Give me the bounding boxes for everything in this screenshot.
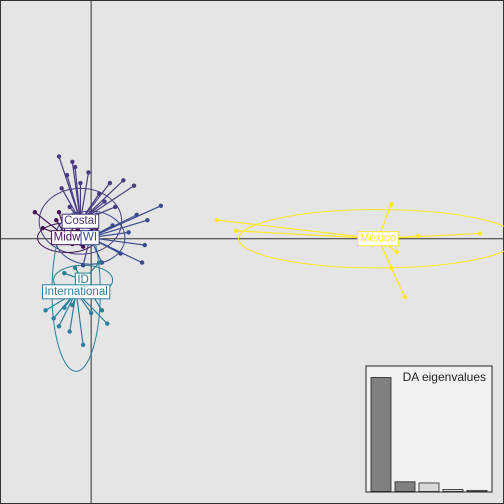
label-text-international: International [44,286,107,298]
point-mexico-1 [233,228,239,233]
label-text-mexico: Mexico [360,233,396,245]
point-wi-0 [158,203,164,209]
label-box-wi [80,230,100,246]
point-costal-11 [113,204,118,210]
point-id-2 [62,271,67,276]
point-international-0 [43,308,48,313]
eigenvalue-bar-4 [442,489,464,492]
point-midwest-7 [56,210,62,215]
point-id-1 [99,308,105,313]
point-wi-9 [110,223,115,228]
point-mexico-0 [214,217,220,223]
eigenvalue-bar-2 [394,481,416,492]
label-mexico: Mexico [357,231,399,247]
spoke-wi-1 [89,219,148,239]
point-wi-5 [80,263,86,268]
point-costal-1 [64,172,70,178]
point-international-5 [62,305,67,310]
eigenvalue-bar-5 [466,489,488,492]
spoke-costal-14 [71,161,82,222]
point-costal-14 [70,159,75,165]
point-international-1 [56,324,62,329]
point-costal-9 [96,191,102,196]
point-wi-8 [134,212,139,218]
point-wi-1 [145,217,150,223]
eigenvalue-inset: DA eigenvalues [365,365,493,493]
point-costal-5 [121,178,126,183]
point-id-3 [96,260,102,265]
spoke-mexico-1 [235,230,379,240]
point-international-4 [105,321,110,326]
eigenvalue-bar-3 [418,482,440,492]
label-costal: Costal [61,213,100,229]
label-text-costal: Costal [64,215,97,227]
point-wi-7 [126,230,131,235]
point-international-7 [51,316,56,321]
label-international: International [41,284,111,300]
spoke-costal-8 [79,172,90,222]
point-costal-7 [102,199,107,204]
spoke-international-3 [75,291,84,345]
point-mexico-2 [389,202,394,207]
point-mexico-3 [394,249,399,255]
inset-title: DA eigenvalues [403,370,486,384]
eigenvalue-bar-1 [370,377,392,492]
label-text-id: ID [77,274,89,286]
spoke-mexico-0 [217,219,379,240]
point-mexico-6 [477,231,483,236]
point-international-3 [80,342,86,348]
point-costal-3 [59,186,64,191]
point-midwest-4 [80,244,86,249]
point-id-0 [70,302,75,308]
point-costal-12 [67,204,72,210]
point-costal-0 [56,154,62,159]
point-wi-4 [118,251,123,256]
point-mexico-5 [402,294,408,300]
point-costal-2 [72,164,78,170]
point-id-5 [72,265,78,271]
label-text-wi: WI [83,232,97,244]
label-box-international [41,284,111,300]
point-international-6 [88,310,94,316]
point-wi-2 [142,242,147,248]
ellipse-mexico [238,209,504,269]
point-midwest-0 [32,210,38,215]
point-international-2 [67,329,72,334]
label-wi: WI [80,230,100,246]
point-costal-6 [131,183,137,188]
point-mexico-4 [389,265,394,271]
point-mexico-7 [416,233,421,239]
label-box-mexico [357,231,399,247]
spoke-costal-1 [66,174,82,222]
label-text-midwest: Midw [54,232,82,244]
label-midwest: Midw [51,230,84,246]
point-costal-8 [86,170,91,175]
point-midwest-3 [40,225,46,231]
label-box-costal [61,213,100,229]
point-costal-4 [107,180,113,186]
point-costal-10 [78,180,83,186]
point-midwest-1 [54,217,59,223]
point-wi-3 [139,260,145,265]
